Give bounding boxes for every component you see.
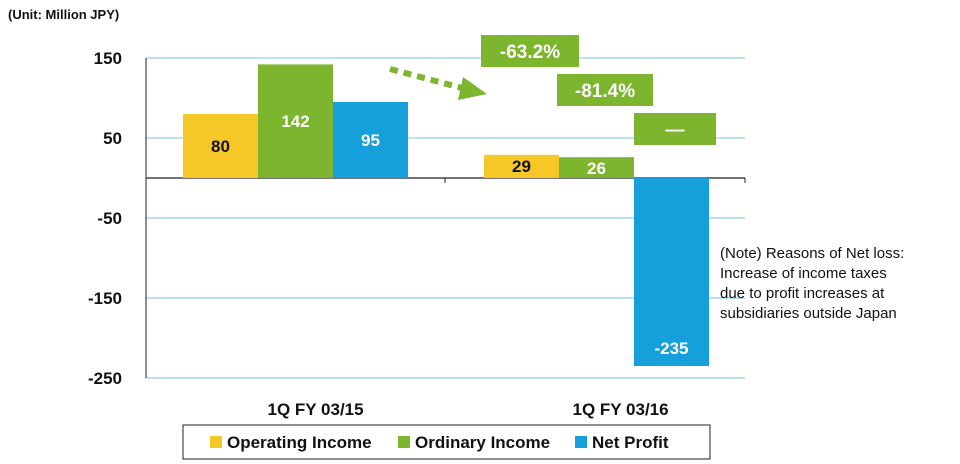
bar — [634, 178, 709, 366]
legend-label: Ordinary Income — [415, 433, 550, 452]
category-label: 1Q FY 03/15 — [268, 400, 364, 419]
change-layer: -63.2% -81.4% — — [389, 35, 716, 145]
legend-item: Operating Income — [210, 433, 372, 452]
legend-layer: Operating Income Ordinary Income Net Profi… — [182, 424, 711, 460]
legend-swatch — [210, 436, 222, 448]
labels-layer: 80 142 95 1Q FY 03/15 29 26 -235 1Q FY 03/16 — [211, 112, 688, 419]
bar — [258, 64, 333, 178]
unit-label: (Unit: Million JPY) — [8, 7, 120, 22]
note-line-2: Increase of income taxes — [720, 265, 887, 282]
data-label: 26 — [587, 159, 606, 178]
y-tick-label: 150 — [94, 49, 122, 68]
data-label: 29 — [512, 157, 531, 176]
arrow-shaft — [389, 66, 463, 91]
data-label: -235 — [654, 339, 688, 358]
note-line-4: subsidiaries outside Japan — [720, 305, 897, 322]
note-line-1: (Note) Reasons of Net loss: — [720, 245, 905, 262]
legend-item: Ordinary Income — [398, 433, 550, 452]
legend-label: Net Profit — [592, 433, 669, 452]
net-loss-note: (Note) Reasons of Net loss: Increase of … — [720, 244, 956, 324]
trend-arrow — [389, 66, 487, 100]
legend-item: Net Profit — [575, 433, 669, 452]
bar — [559, 157, 634, 178]
change-label: -81.4% — [575, 81, 635, 102]
arrow-head — [458, 77, 487, 100]
y-tick-label: -150 — [88, 289, 122, 308]
bar — [333, 102, 408, 178]
data-label: 80 — [211, 137, 230, 156]
change-label: -63.2% — [500, 42, 560, 63]
change-box — [634, 113, 716, 145]
change-label: — — [666, 120, 685, 141]
legend-swatch — [398, 436, 410, 448]
change-box — [557, 74, 653, 106]
data-label: 95 — [361, 131, 380, 150]
y-tick-label: -50 — [97, 209, 122, 228]
note-line-3: due to profit increases at — [720, 285, 885, 302]
legend-box — [182, 424, 711, 460]
bar — [183, 114, 258, 178]
legend-label: Operating Income — [227, 433, 372, 452]
y-tick-label: 50 — [103, 129, 122, 148]
data-label: 142 — [281, 112, 309, 131]
y-tick-label: -250 — [88, 369, 122, 388]
change-box — [481, 35, 579, 67]
bars-layer — [183, 64, 709, 366]
category-label: 1Q FY 03/16 — [573, 400, 669, 419]
bar — [484, 154, 559, 178]
legend-swatch — [575, 436, 587, 448]
